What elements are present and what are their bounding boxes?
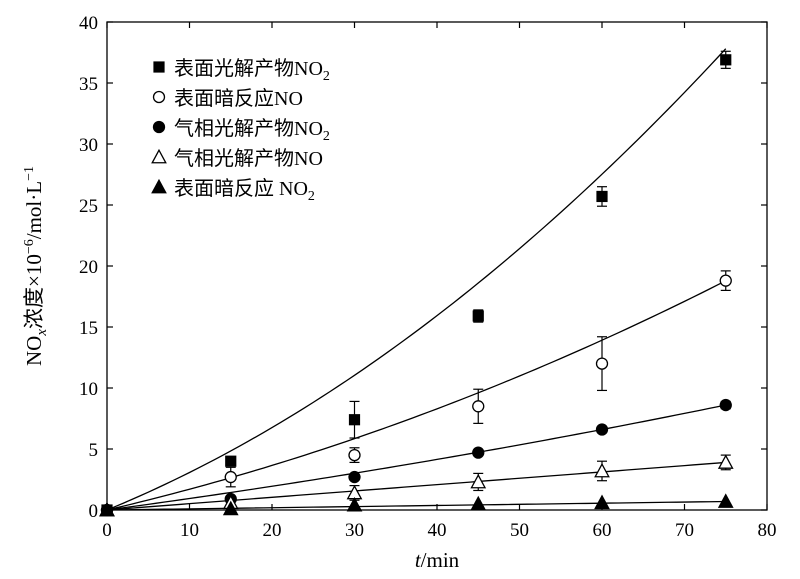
data-point-marker: [595, 357, 609, 370]
data-point-marker: [224, 470, 237, 484]
x-tick-label: 40: [428, 520, 447, 541]
data-point-marker: [472, 400, 485, 413]
y-tick-label: 10: [79, 379, 98, 400]
legend-marker: [153, 61, 165, 73]
data-point-marker: [222, 500, 239, 516]
data-point-marker: [594, 462, 610, 478]
legend-label: 气相光解产物NO2: [174, 117, 330, 144]
fit-curves: [106, 48, 727, 511]
legend-label: 表面暗反应 NO2: [174, 177, 315, 204]
fit-curve: [106, 280, 727, 511]
y-axis-title: NOx浓度×10−6/mol·L−1: [22, 166, 50, 366]
y-tick-label: 30: [79, 135, 98, 156]
data-point-marker: [470, 473, 487, 489]
data-point-marker: [719, 274, 732, 287]
data-point-marker: [348, 448, 361, 462]
data-point-marker: [348, 414, 361, 426]
legend-marker: [152, 120, 166, 134]
data-point-marker: [720, 54, 732, 66]
x-tick-label: 20: [263, 520, 282, 541]
y-tick-label: 0: [89, 501, 99, 522]
data-point-marker: [717, 454, 734, 469]
data-point-marker: [472, 446, 485, 459]
y-tick-label: 5: [89, 440, 99, 461]
y-tick-label: 20: [79, 257, 98, 278]
x-tick-label: 30: [345, 520, 364, 541]
data-point-marker: [595, 423, 609, 436]
data-point-marker: [225, 455, 237, 467]
data-point-marker: [719, 398, 732, 412]
data-point-marker: [717, 493, 734, 508]
legend-label: 表面暗反应NO: [174, 87, 303, 110]
fit-curve: [106, 48, 727, 511]
legend: 表面光解产物NO2 表面暗反应NO 气相光解产物NO2 气相光解产物NO 表面暗反应 N…: [151, 57, 330, 204]
x-tick-label: 60: [593, 520, 612, 541]
axis-ticks: 0 10 20 30 40 50 60 70 80 0 5 10 15 20 25 30 35 40: [79, 13, 777, 541]
data-point-marker: [348, 470, 361, 484]
x-tick-label: 0: [102, 520, 112, 541]
data-point-marker: [472, 310, 484, 322]
fit-curve: [106, 461, 726, 511]
x-tick-label: 10: [180, 520, 199, 541]
legend-marker: [152, 90, 166, 104]
data-point-marker: [470, 495, 487, 511]
y-tick-label: 35: [79, 74, 98, 95]
fit-curve: [106, 500, 726, 511]
fit-curve: [106, 404, 726, 511]
x-tick-label: 50: [510, 520, 529, 541]
y-tick-label: 25: [79, 196, 98, 217]
x-axis-title: t/min: [415, 548, 460, 572]
y-tick-label: 40: [79, 13, 98, 34]
y-tick-label: 15: [79, 318, 98, 339]
x-tick-label: 70: [675, 520, 694, 541]
x-tick-label: 80: [758, 520, 777, 541]
data-point-marker: [596, 190, 608, 203]
legend-label: 气相光解产物NO: [174, 147, 323, 170]
data-point-marker: [346, 484, 363, 500]
legend-marker: [151, 178, 167, 194]
legend-marker: [151, 148, 167, 164]
legend-label: 表面光解产物NO2: [174, 57, 330, 84]
